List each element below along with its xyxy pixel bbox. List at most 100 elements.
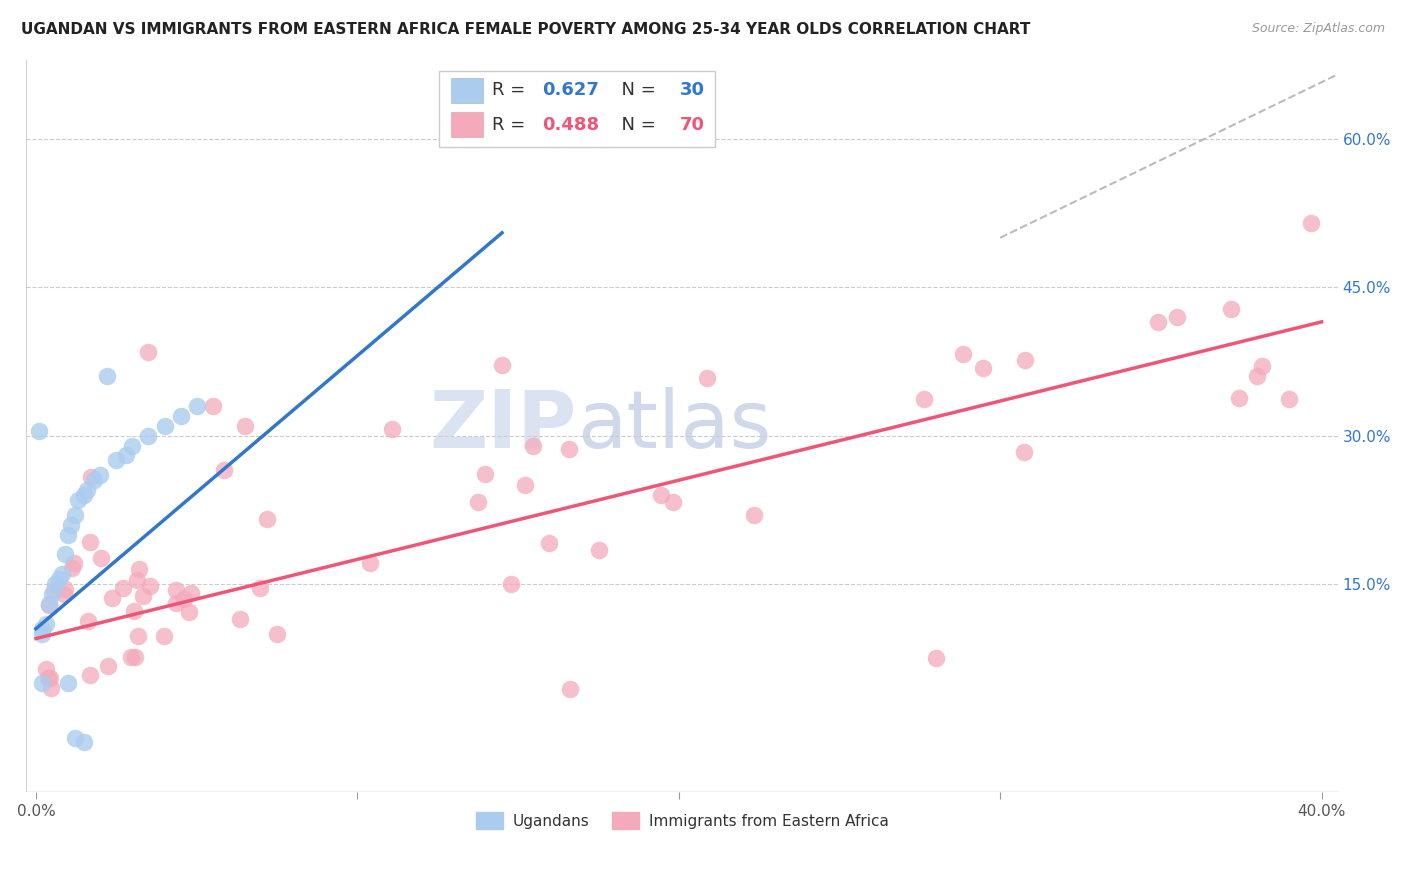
Point [89, 468, 111, 483]
Point [121, 439, 143, 453]
Point [90, 550, 112, 565]
Point [474, 467, 496, 482]
Point [249, 582, 271, 596]
Point [522, 439, 544, 453]
Point [60, 517, 83, 532]
Point [38, 671, 60, 685]
Point [77, 614, 100, 628]
Point [51, 567, 73, 582]
Point [696, 371, 718, 385]
Point [80, 469, 103, 483]
Point [138, 344, 160, 359]
Point [28, 424, 51, 438]
Point [55, 582, 77, 596]
Point [76, 483, 98, 497]
Point [56, 527, 79, 541]
Point [186, 399, 208, 413]
Point [256, 512, 278, 526]
Point [62, 561, 84, 575]
Point [73, 735, 96, 749]
Text: N =: N = [610, 81, 661, 99]
Point [214, 463, 236, 477]
Point [1014, 352, 1036, 367]
Point [1251, 359, 1274, 373]
Point [31, 676, 53, 690]
Text: 0.627: 0.627 [541, 81, 599, 99]
Point [165, 582, 187, 597]
Text: atlas: atlas [576, 387, 772, 465]
Point [180, 586, 202, 600]
Point [48, 572, 70, 586]
Point [115, 449, 138, 463]
Point [128, 562, 150, 576]
Point [139, 579, 162, 593]
Point [101, 591, 124, 605]
Point [112, 581, 135, 595]
Point [127, 629, 149, 643]
Text: 70: 70 [679, 116, 704, 134]
Point [120, 650, 142, 665]
Point [1278, 392, 1301, 406]
Point [229, 612, 252, 626]
Point [62, 556, 84, 570]
Point [266, 627, 288, 641]
Point [31, 626, 53, 640]
Text: 0.488: 0.488 [541, 116, 599, 134]
Point [153, 629, 176, 643]
Point [491, 358, 513, 372]
Point [138, 428, 160, 442]
Point [558, 681, 581, 696]
Point [201, 399, 224, 413]
Point [1146, 315, 1168, 329]
Point [1246, 369, 1268, 384]
Legend: Ugandans, Immigrants from Eastern Africa: Ugandans, Immigrants from Eastern Africa [470, 805, 894, 836]
Point [53, 548, 76, 562]
FancyBboxPatch shape [440, 70, 714, 147]
Point [42, 583, 65, 598]
Point [650, 487, 672, 501]
FancyBboxPatch shape [451, 112, 482, 137]
Point [122, 604, 145, 618]
Point [742, 508, 765, 522]
Point [1012, 445, 1035, 459]
Point [1220, 302, 1243, 317]
Point [125, 573, 148, 587]
Point [173, 591, 195, 606]
Point [233, 418, 256, 433]
Point [79, 667, 101, 681]
Point [538, 535, 561, 549]
Point [97, 659, 120, 673]
Point [53, 587, 76, 601]
Point [37, 672, 59, 686]
Text: 30: 30 [679, 81, 704, 99]
Point [83, 473, 105, 487]
Point [44, 577, 66, 591]
Point [35, 662, 58, 676]
Point [558, 442, 581, 457]
Text: R =: R = [492, 116, 531, 134]
Point [513, 477, 536, 491]
Text: ZIP: ZIP [430, 387, 576, 465]
Point [662, 495, 685, 509]
Point [179, 606, 201, 620]
Point [96, 369, 118, 384]
Point [359, 556, 381, 570]
Point [1229, 391, 1251, 405]
Point [912, 392, 935, 406]
Point [972, 361, 994, 376]
Point [105, 453, 128, 467]
Point [501, 577, 523, 591]
Point [1299, 216, 1322, 230]
Point [66, 493, 89, 508]
Text: R =: R = [492, 81, 531, 99]
Text: UGANDAN VS IMMIGRANTS FROM EASTERN AFRICA FEMALE POVERTY AMONG 25-34 YEAR OLDS C: UGANDAN VS IMMIGRANTS FROM EASTERN AFRIC… [21, 22, 1031, 37]
Point [132, 589, 155, 603]
Point [380, 422, 402, 436]
Point [153, 418, 176, 433]
Text: Source: ZipAtlas.com: Source: ZipAtlas.com [1251, 22, 1385, 36]
Point [63, 731, 86, 745]
Point [38, 598, 60, 612]
Point [467, 494, 489, 508]
Point [952, 347, 974, 361]
Point [39, 681, 62, 696]
